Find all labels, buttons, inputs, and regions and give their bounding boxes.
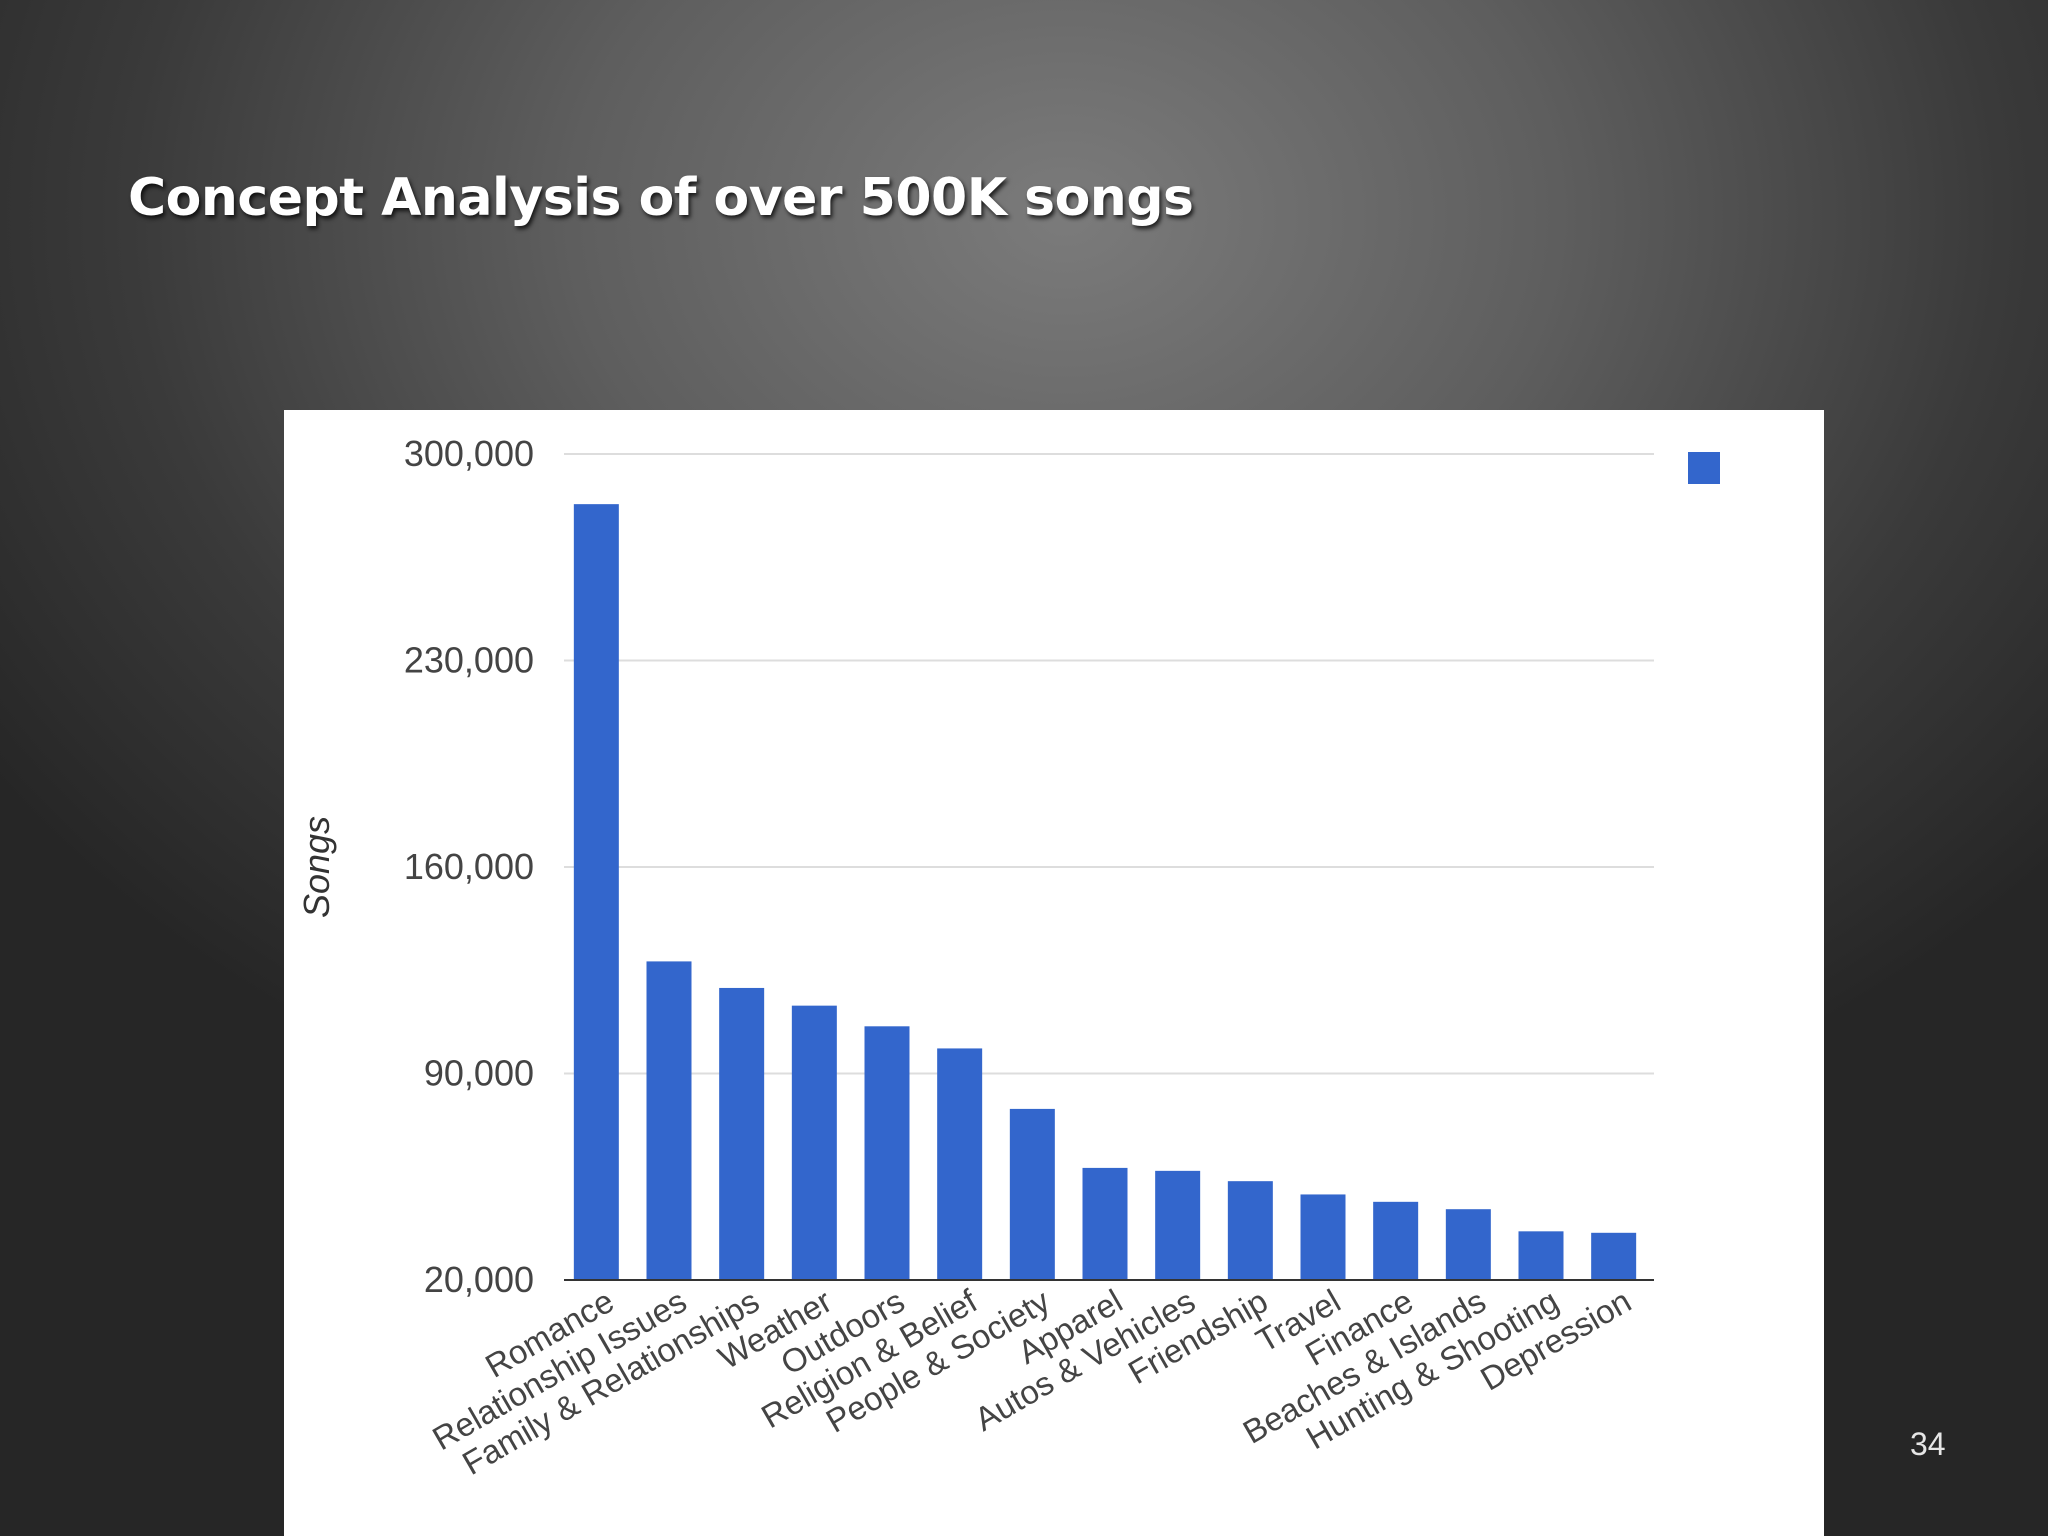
y-tick-label: 20,000 — [424, 1259, 534, 1300]
legend-swatch — [1688, 452, 1720, 484]
page-number: 34 — [1910, 1426, 1946, 1462]
bar — [1155, 1170, 1201, 1280]
y-tick-label: 160,000 — [404, 846, 534, 887]
bar — [646, 961, 692, 1280]
bars — [573, 504, 1637, 1280]
bar — [1227, 1181, 1273, 1280]
bar — [1300, 1194, 1346, 1280]
bar — [1082, 1167, 1128, 1280]
y-tick-label: 230,000 — [404, 640, 534, 681]
bar — [1445, 1209, 1491, 1280]
bar — [937, 1048, 983, 1280]
bar — [864, 1026, 910, 1280]
bar — [1373, 1201, 1419, 1280]
bar — [573, 504, 619, 1280]
bar — [1009, 1108, 1055, 1280]
y-axis-ticks: 20,000 90,000 160,000 230,000 300,000 — [404, 433, 534, 1300]
y-tick-label: 300,000 — [404, 433, 534, 474]
bar-chart: 20,000 90,000 160,000 230,000 300,000 Romanc… — [296, 433, 1720, 1482]
bar — [1591, 1232, 1637, 1280]
bar — [1518, 1231, 1564, 1280]
slide-title: Concept Analysis of over 500K songs — [128, 168, 1194, 228]
chart-card: 20,000 90,000 160,000 230,000 300,000 Romanc… — [284, 410, 1824, 1536]
y-axis-title: Songs — [296, 816, 337, 918]
gridlines — [564, 453, 1654, 1075]
bar — [791, 1005, 837, 1280]
bar — [719, 987, 765, 1280]
y-tick-label: 90,000 — [424, 1053, 534, 1094]
